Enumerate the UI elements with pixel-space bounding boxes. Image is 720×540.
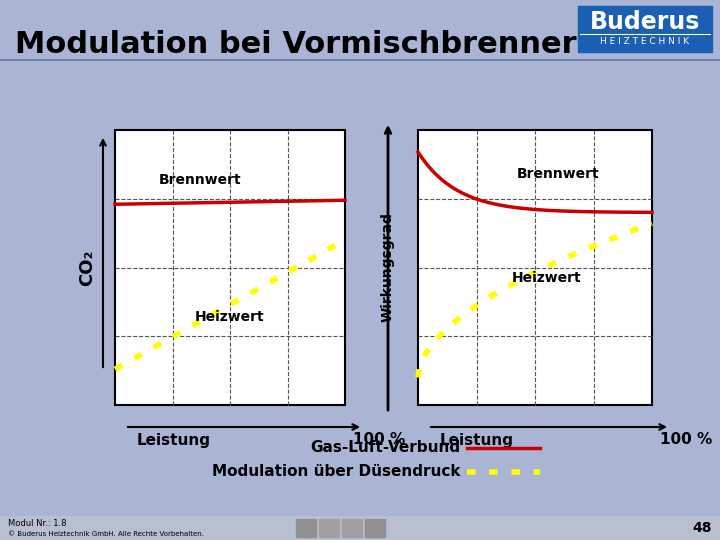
Text: Modulation über Düsendruck: Modulation über Düsendruck bbox=[212, 464, 460, 480]
Text: CO₂: CO₂ bbox=[78, 249, 96, 286]
Bar bbox=[418, 130, 652, 405]
Text: Heizwert: Heizwert bbox=[195, 310, 265, 324]
Bar bbox=[0, 516, 720, 540]
Text: Leistung: Leistung bbox=[137, 433, 211, 448]
Text: Gas-Luft-Verbund: Gas-Luft-Verbund bbox=[310, 441, 460, 456]
Bar bbox=[578, 6, 712, 52]
Text: Modul Nr.: 1.8: Modul Nr.: 1.8 bbox=[8, 519, 66, 529]
Text: 100 %: 100 % bbox=[660, 433, 712, 448]
Text: 48: 48 bbox=[693, 521, 712, 535]
Bar bbox=[115, 130, 345, 405]
Text: Heizwert: Heizwert bbox=[512, 272, 582, 286]
Text: H E I Z T E C H N I K: H E I Z T E C H N I K bbox=[600, 37, 690, 46]
Bar bbox=[296, 519, 316, 537]
Text: Brennwert: Brennwert bbox=[517, 167, 600, 181]
Text: Wirkungsgrad: Wirkungsgrad bbox=[381, 213, 395, 322]
Text: Brennwert: Brennwert bbox=[159, 172, 241, 186]
Text: Buderus: Buderus bbox=[590, 10, 700, 34]
Text: Leistung: Leistung bbox=[440, 433, 514, 448]
Bar bbox=[365, 519, 385, 537]
Bar bbox=[342, 519, 362, 537]
Text: 100 %: 100 % bbox=[353, 433, 405, 448]
Text: © Buderus Heiztechnik GmbH. Alle Rechte Vorbehalten.: © Buderus Heiztechnik GmbH. Alle Rechte … bbox=[8, 531, 204, 537]
Bar bbox=[319, 519, 339, 537]
Text: Modulation bei Vormischbrennern: Modulation bei Vormischbrennern bbox=[15, 30, 598, 59]
